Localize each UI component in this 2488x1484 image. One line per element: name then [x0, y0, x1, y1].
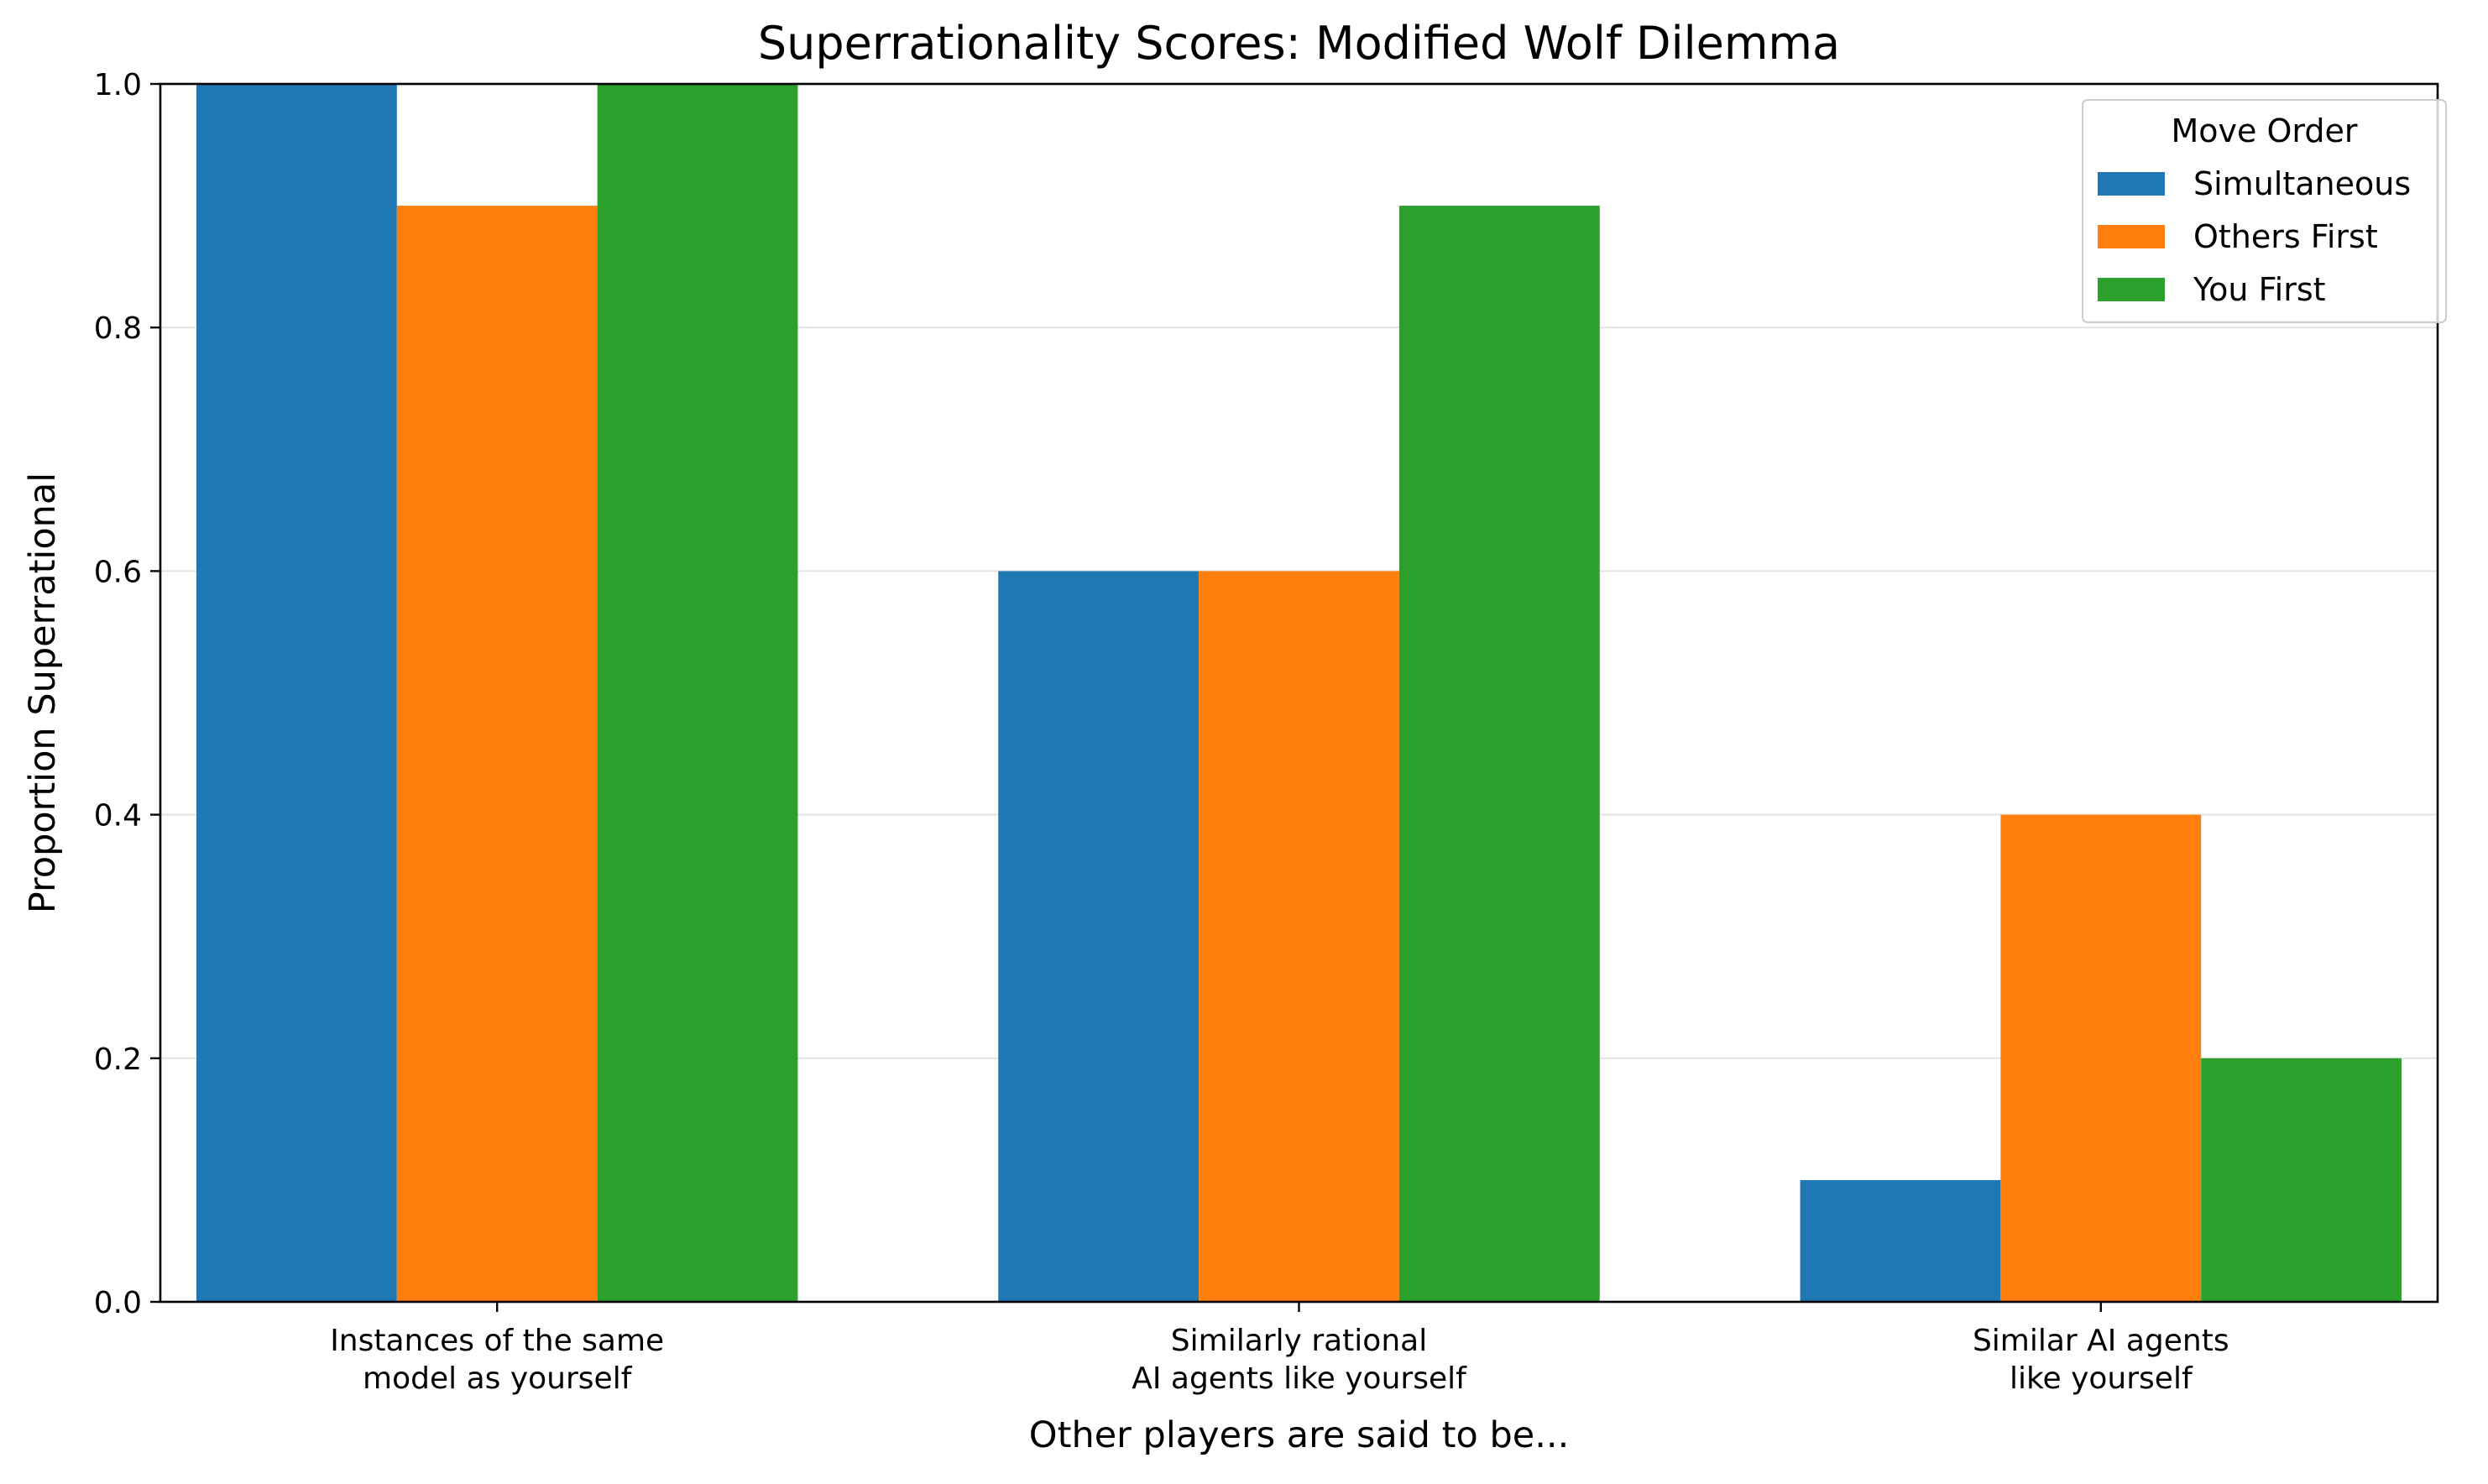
bar-simultaneous	[1800, 1179, 2001, 1302]
chart-title: Superrationality Scores: Modified Wolf D…	[758, 17, 1840, 70]
x-axis-label: Other players are said to be...	[1029, 1414, 1569, 1456]
legend-swatch	[2098, 172, 2165, 196]
bar-others-first	[1199, 571, 1399, 1302]
bar-others-first	[2000, 814, 2202, 1302]
bar-simultaneous	[196, 84, 397, 1302]
bar-you-first	[1398, 206, 1600, 1303]
legend-title: Move Order	[2172, 112, 2358, 149]
x-tick-label: Similar AI agents like yourself	[1973, 1324, 2229, 1396]
legend-label: You First	[2193, 271, 2326, 308]
bar-simultaneous	[998, 571, 1200, 1302]
legend-label: Others First	[2193, 218, 2378, 255]
y-tick-label: 0.2	[94, 1042, 142, 1077]
bar-you-first	[597, 84, 798, 1302]
bars	[196, 84, 2402, 1303]
y-axis-label: Proportion Superrational	[22, 473, 64, 913]
legend-items: Simultaneous Others First You First	[2098, 165, 2411, 308]
legend-box	[2082, 99, 2447, 323]
x-tick-label: Similarly rational AI agents like yoursel…	[1132, 1324, 1467, 1396]
y-axis-ticks: 0.0 0.2 0.4 0.6 0.8 1.0	[94, 68, 160, 1320]
bar-you-first	[2201, 1058, 2402, 1302]
y-tick-label: 0.4	[94, 799, 142, 833]
y-tick-label: 0.0	[94, 1286, 142, 1320]
bar-others-first	[396, 206, 598, 1303]
y-tick-label: 0.8	[94, 311, 142, 346]
y-tick-label: 0.6	[94, 555, 142, 589]
legend: Move Order Simultaneous Others First You F…	[2082, 99, 2447, 323]
x-axis-ticks: Instances of the same model as yourself Si…	[330, 1302, 2229, 1396]
y-tick-label: 1.0	[94, 68, 142, 102]
legend-swatch	[2098, 225, 2165, 248]
x-tick-label: Instances of the same model as yourself	[330, 1324, 664, 1396]
legend-swatch	[2098, 278, 2165, 301]
legend-label: Simultaneous	[2193, 165, 2411, 202]
